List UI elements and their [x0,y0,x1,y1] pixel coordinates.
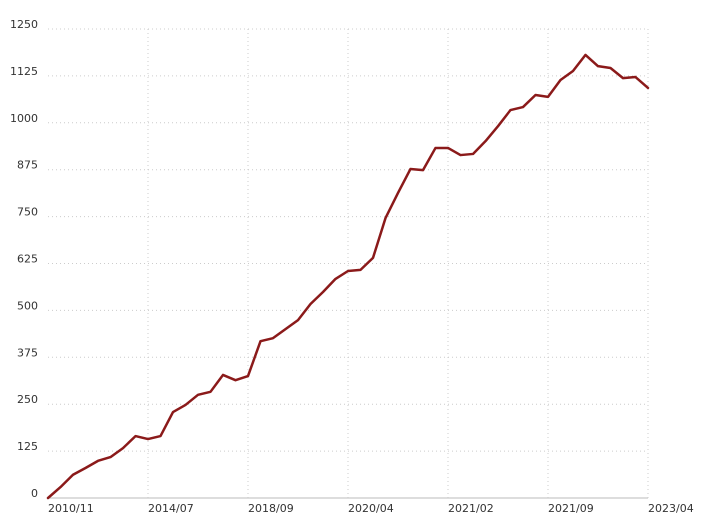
x-tick-label: 2018/09 [248,502,294,515]
data-line [46,53,650,500]
x-tick-label: 2014/07 [148,502,194,515]
y-tick-label: 375 [17,346,38,359]
y-tick-label: 0 [31,487,38,500]
x-tick-label: 2023/04 [648,502,694,515]
x-tick-label: 2021/09 [548,502,594,515]
y-tick-label: 500 [17,299,38,312]
x-tick-label: 2010/11 [48,502,94,515]
y-tick-label: 125 [17,440,38,453]
y-tick-label: 1000 [10,112,38,125]
x-tick-label: 2021/02 [448,502,494,515]
y-tick-label: 1250 [10,18,38,31]
y-tick-label: 875 [17,159,38,172]
y-tick-label: 1125 [10,65,38,78]
y-tick-label: 625 [17,253,38,266]
y-tick-label: 250 [17,393,38,406]
y-tick-label: 750 [17,206,38,219]
x-tick-label: 2020/04 [348,502,394,515]
